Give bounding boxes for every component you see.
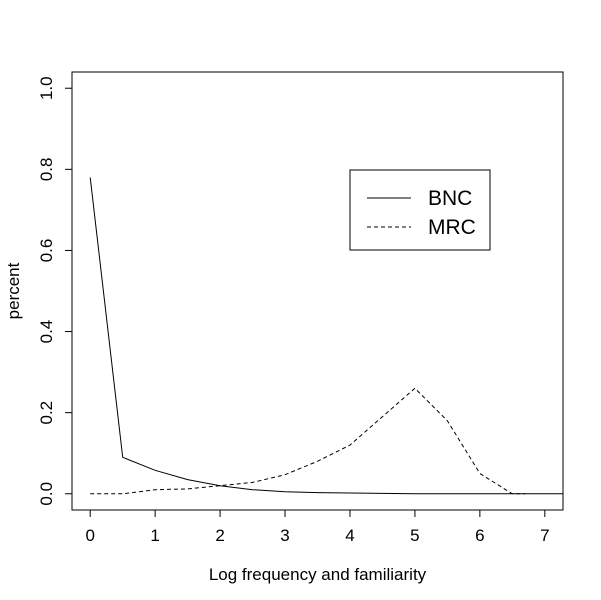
x-tick-label-1: 1 bbox=[150, 526, 159, 545]
series-line-mrc bbox=[90, 387, 526, 495]
x-tick-label-0: 0 bbox=[85, 526, 94, 545]
y-axis-label: percent bbox=[4, 262, 23, 319]
series-layer bbox=[89, 177, 563, 495]
legend-label-bnc: BNC bbox=[428, 187, 472, 210]
y-tick-label-1: 0.2 bbox=[37, 401, 56, 425]
legend-box bbox=[349, 169, 491, 251]
y-tick-label-4: 0.8 bbox=[37, 158, 56, 182]
x-tick-label-7: 7 bbox=[540, 526, 549, 545]
x-axis-label: Log frequency and familiarity bbox=[209, 565, 427, 584]
x-axis: 0 1 2 3 4 5 6 7 bbox=[85, 510, 550, 545]
plot-frame bbox=[71, 71, 564, 511]
x-tick-label-6: 6 bbox=[475, 526, 484, 545]
x-tick-label-3: 3 bbox=[280, 526, 289, 545]
y-tick-label-2: 0.4 bbox=[37, 320, 56, 344]
y-tick-label-5: 1.0 bbox=[37, 76, 56, 100]
y-axis: 0.0 0.2 0.4 0.6 0.8 1.0 bbox=[37, 76, 72, 506]
series-line-bnc bbox=[89, 177, 563, 495]
x-tick-label-4: 4 bbox=[345, 526, 354, 545]
legend-label-mrc: MRC bbox=[428, 216, 476, 239]
x-tick-label-2: 2 bbox=[215, 526, 224, 545]
x-tick-label-5: 5 bbox=[410, 526, 419, 545]
y-tick-label-3: 0.6 bbox=[37, 239, 56, 263]
legend: BNC MRC bbox=[349, 169, 491, 251]
y-tick-label-0: 0.0 bbox=[37, 482, 56, 506]
